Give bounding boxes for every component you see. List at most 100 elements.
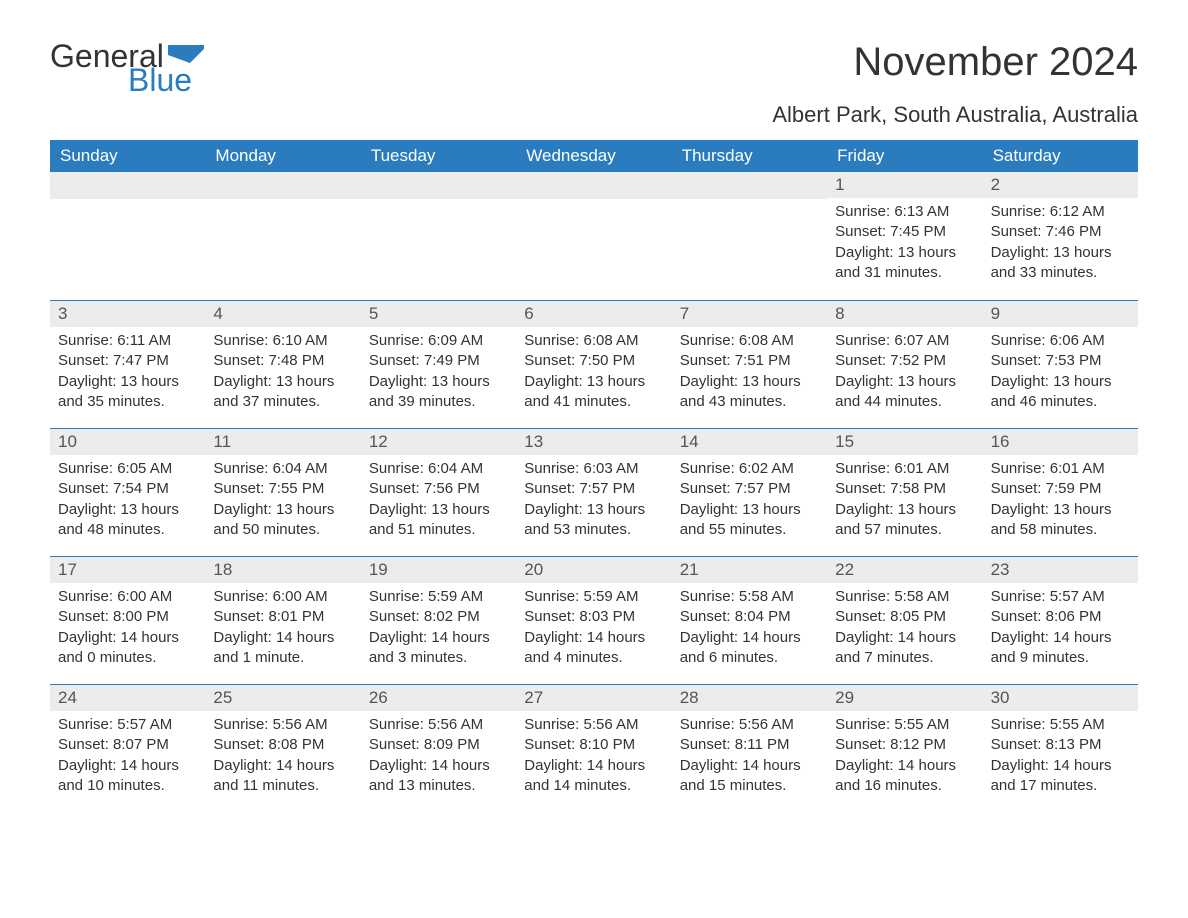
- day-details: Sunrise: 5:58 AMSunset: 8:04 PMDaylight:…: [672, 583, 827, 678]
- day-details: Sunrise: 6:05 AMSunset: 7:54 PMDaylight:…: [50, 455, 205, 550]
- day-number: 8: [827, 301, 982, 327]
- sunrise-line: Sunrise: 6:05 AM: [58, 459, 197, 479]
- daylight-line: Daylight: 13 hours and 57 minutes.: [835, 500, 974, 541]
- day-number: 26: [361, 685, 516, 711]
- calendar-day: 28Sunrise: 5:56 AMSunset: 8:11 PMDayligh…: [672, 685, 827, 812]
- day-details: Sunrise: 6:08 AMSunset: 7:50 PMDaylight:…: [516, 327, 671, 422]
- day-details: Sunrise: 6:09 AMSunset: 7:49 PMDaylight:…: [361, 327, 516, 422]
- daylight-line: Daylight: 14 hours and 3 minutes.: [369, 628, 508, 669]
- day-number: 18: [205, 557, 360, 583]
- logo: General Blue: [50, 40, 204, 96]
- sunset-line: Sunset: 7:57 PM: [524, 479, 663, 499]
- day-details: Sunrise: 6:00 AMSunset: 8:00 PMDaylight:…: [50, 583, 205, 678]
- daylight-line: Daylight: 13 hours and 58 minutes.: [991, 500, 1130, 541]
- calendar-day: 21Sunrise: 5:58 AMSunset: 8:04 PMDayligh…: [672, 557, 827, 684]
- calendar-week: 24Sunrise: 5:57 AMSunset: 8:07 PMDayligh…: [50, 684, 1138, 812]
- sunrise-line: Sunrise: 5:56 AM: [524, 715, 663, 735]
- calendar-day: [205, 172, 360, 300]
- daylight-line: Daylight: 14 hours and 9 minutes.: [991, 628, 1130, 669]
- sunrise-line: Sunrise: 6:08 AM: [680, 331, 819, 351]
- day-number-empty: [361, 172, 516, 199]
- sunset-line: Sunset: 8:01 PM: [213, 607, 352, 627]
- day-details: Sunrise: 6:10 AMSunset: 7:48 PMDaylight:…: [205, 327, 360, 422]
- day-number: 12: [361, 429, 516, 455]
- day-number: 21: [672, 557, 827, 583]
- daylight-line: Daylight: 13 hours and 51 minutes.: [369, 500, 508, 541]
- sunset-line: Sunset: 8:03 PM: [524, 607, 663, 627]
- weeks-container: 1Sunrise: 6:13 AMSunset: 7:45 PMDaylight…: [50, 172, 1138, 812]
- day-number: 5: [361, 301, 516, 327]
- sunrise-line: Sunrise: 6:06 AM: [991, 331, 1130, 351]
- sunrise-line: Sunrise: 5:56 AM: [369, 715, 508, 735]
- daylight-line: Daylight: 14 hours and 6 minutes.: [680, 628, 819, 669]
- day-details: Sunrise: 5:56 AMSunset: 8:09 PMDaylight:…: [361, 711, 516, 806]
- day-number: 30: [983, 685, 1138, 711]
- sunset-line: Sunset: 7:48 PM: [213, 351, 352, 371]
- calendar: SundayMondayTuesdayWednesdayThursdayFrid…: [50, 140, 1138, 812]
- calendar-day: [672, 172, 827, 300]
- sunrise-line: Sunrise: 6:10 AM: [213, 331, 352, 351]
- sunset-line: Sunset: 7:54 PM: [58, 479, 197, 499]
- sunrise-line: Sunrise: 6:01 AM: [835, 459, 974, 479]
- day-number: 11: [205, 429, 360, 455]
- page-title: November 2024: [853, 40, 1138, 85]
- daylight-line: Daylight: 14 hours and 17 minutes.: [991, 756, 1130, 797]
- daylight-line: Daylight: 14 hours and 11 minutes.: [213, 756, 352, 797]
- calendar-day: 16Sunrise: 6:01 AMSunset: 7:59 PMDayligh…: [983, 429, 1138, 556]
- sunrise-line: Sunrise: 6:09 AM: [369, 331, 508, 351]
- sunrise-line: Sunrise: 6:03 AM: [524, 459, 663, 479]
- sunset-line: Sunset: 8:13 PM: [991, 735, 1130, 755]
- daylight-line: Daylight: 13 hours and 35 minutes.: [58, 372, 197, 413]
- sunrise-line: Sunrise: 6:02 AM: [680, 459, 819, 479]
- sunrise-line: Sunrise: 6:13 AM: [835, 202, 974, 222]
- day-number: 19: [361, 557, 516, 583]
- day-details: Sunrise: 5:57 AMSunset: 8:06 PMDaylight:…: [983, 583, 1138, 678]
- calendar-day: 23Sunrise: 5:57 AMSunset: 8:06 PMDayligh…: [983, 557, 1138, 684]
- daylight-line: Daylight: 14 hours and 14 minutes.: [524, 756, 663, 797]
- day-number: 4: [205, 301, 360, 327]
- daylight-line: Daylight: 13 hours and 33 minutes.: [991, 243, 1130, 284]
- calendar-day: 2 Sunrise: 6:12 AMSunset: 7:46 PMDaylight…: [983, 172, 1138, 300]
- day-number: 2: [983, 172, 1138, 198]
- sunrise-line: Sunrise: 5:59 AM: [369, 587, 508, 607]
- sunrise-line: Sunrise: 5:59 AM: [524, 587, 663, 607]
- day-number: 9: [983, 301, 1138, 327]
- location-subtitle: Albert Park, South Australia, Australia: [50, 102, 1138, 128]
- calendar-day: 20Sunrise: 5:59 AMSunset: 8:03 PMDayligh…: [516, 557, 671, 684]
- daylight-line: Daylight: 13 hours and 31 minutes.: [835, 243, 974, 284]
- calendar-day: 6Sunrise: 6:08 AMSunset: 7:50 PMDaylight…: [516, 301, 671, 428]
- sunrise-line: Sunrise: 5:58 AM: [835, 587, 974, 607]
- sunset-line: Sunset: 8:06 PM: [991, 607, 1130, 627]
- calendar-day: 22Sunrise: 5:58 AMSunset: 8:05 PMDayligh…: [827, 557, 982, 684]
- day-details: Sunrise: 5:56 AMSunset: 8:11 PMDaylight:…: [672, 711, 827, 806]
- weekday-header: Saturday: [983, 140, 1138, 172]
- sunset-line: Sunset: 7:49 PM: [369, 351, 508, 371]
- day-details: Sunrise: 6:06 AMSunset: 7:53 PMDaylight:…: [983, 327, 1138, 422]
- sunset-line: Sunset: 8:07 PM: [58, 735, 197, 755]
- sunrise-line: Sunrise: 6:11 AM: [58, 331, 197, 351]
- day-details: Sunrise: 5:56 AMSunset: 8:08 PMDaylight:…: [205, 711, 360, 806]
- sunset-line: Sunset: 8:00 PM: [58, 607, 197, 627]
- weekday-header: Monday: [205, 140, 360, 172]
- daylight-line: Daylight: 13 hours and 44 minutes.: [835, 372, 974, 413]
- sunrise-line: Sunrise: 6:08 AM: [524, 331, 663, 351]
- calendar-day: 24Sunrise: 5:57 AMSunset: 8:07 PMDayligh…: [50, 685, 205, 812]
- calendar-day: 14Sunrise: 6:02 AMSunset: 7:57 PMDayligh…: [672, 429, 827, 556]
- weekday-header: Friday: [827, 140, 982, 172]
- day-number-empty: [672, 172, 827, 199]
- day-number: 6: [516, 301, 671, 327]
- day-number-empty: [516, 172, 671, 199]
- sunset-line: Sunset: 7:46 PM: [991, 222, 1130, 242]
- calendar-day: 18Sunrise: 6:00 AMSunset: 8:01 PMDayligh…: [205, 557, 360, 684]
- daylight-line: Daylight: 14 hours and 16 minutes.: [835, 756, 974, 797]
- sunrise-line: Sunrise: 6:12 AM: [991, 202, 1130, 222]
- weekday-header: Sunday: [50, 140, 205, 172]
- sunrise-line: Sunrise: 6:00 AM: [58, 587, 197, 607]
- day-details: Sunrise: 6:04 AMSunset: 7:55 PMDaylight:…: [205, 455, 360, 550]
- day-number: 17: [50, 557, 205, 583]
- day-number: 23: [983, 557, 1138, 583]
- sunrise-line: Sunrise: 5:58 AM: [680, 587, 819, 607]
- day-number: 1: [827, 172, 982, 198]
- weekday-header: Wednesday: [516, 140, 671, 172]
- calendar-day: 4Sunrise: 6:10 AMSunset: 7:48 PMDaylight…: [205, 301, 360, 428]
